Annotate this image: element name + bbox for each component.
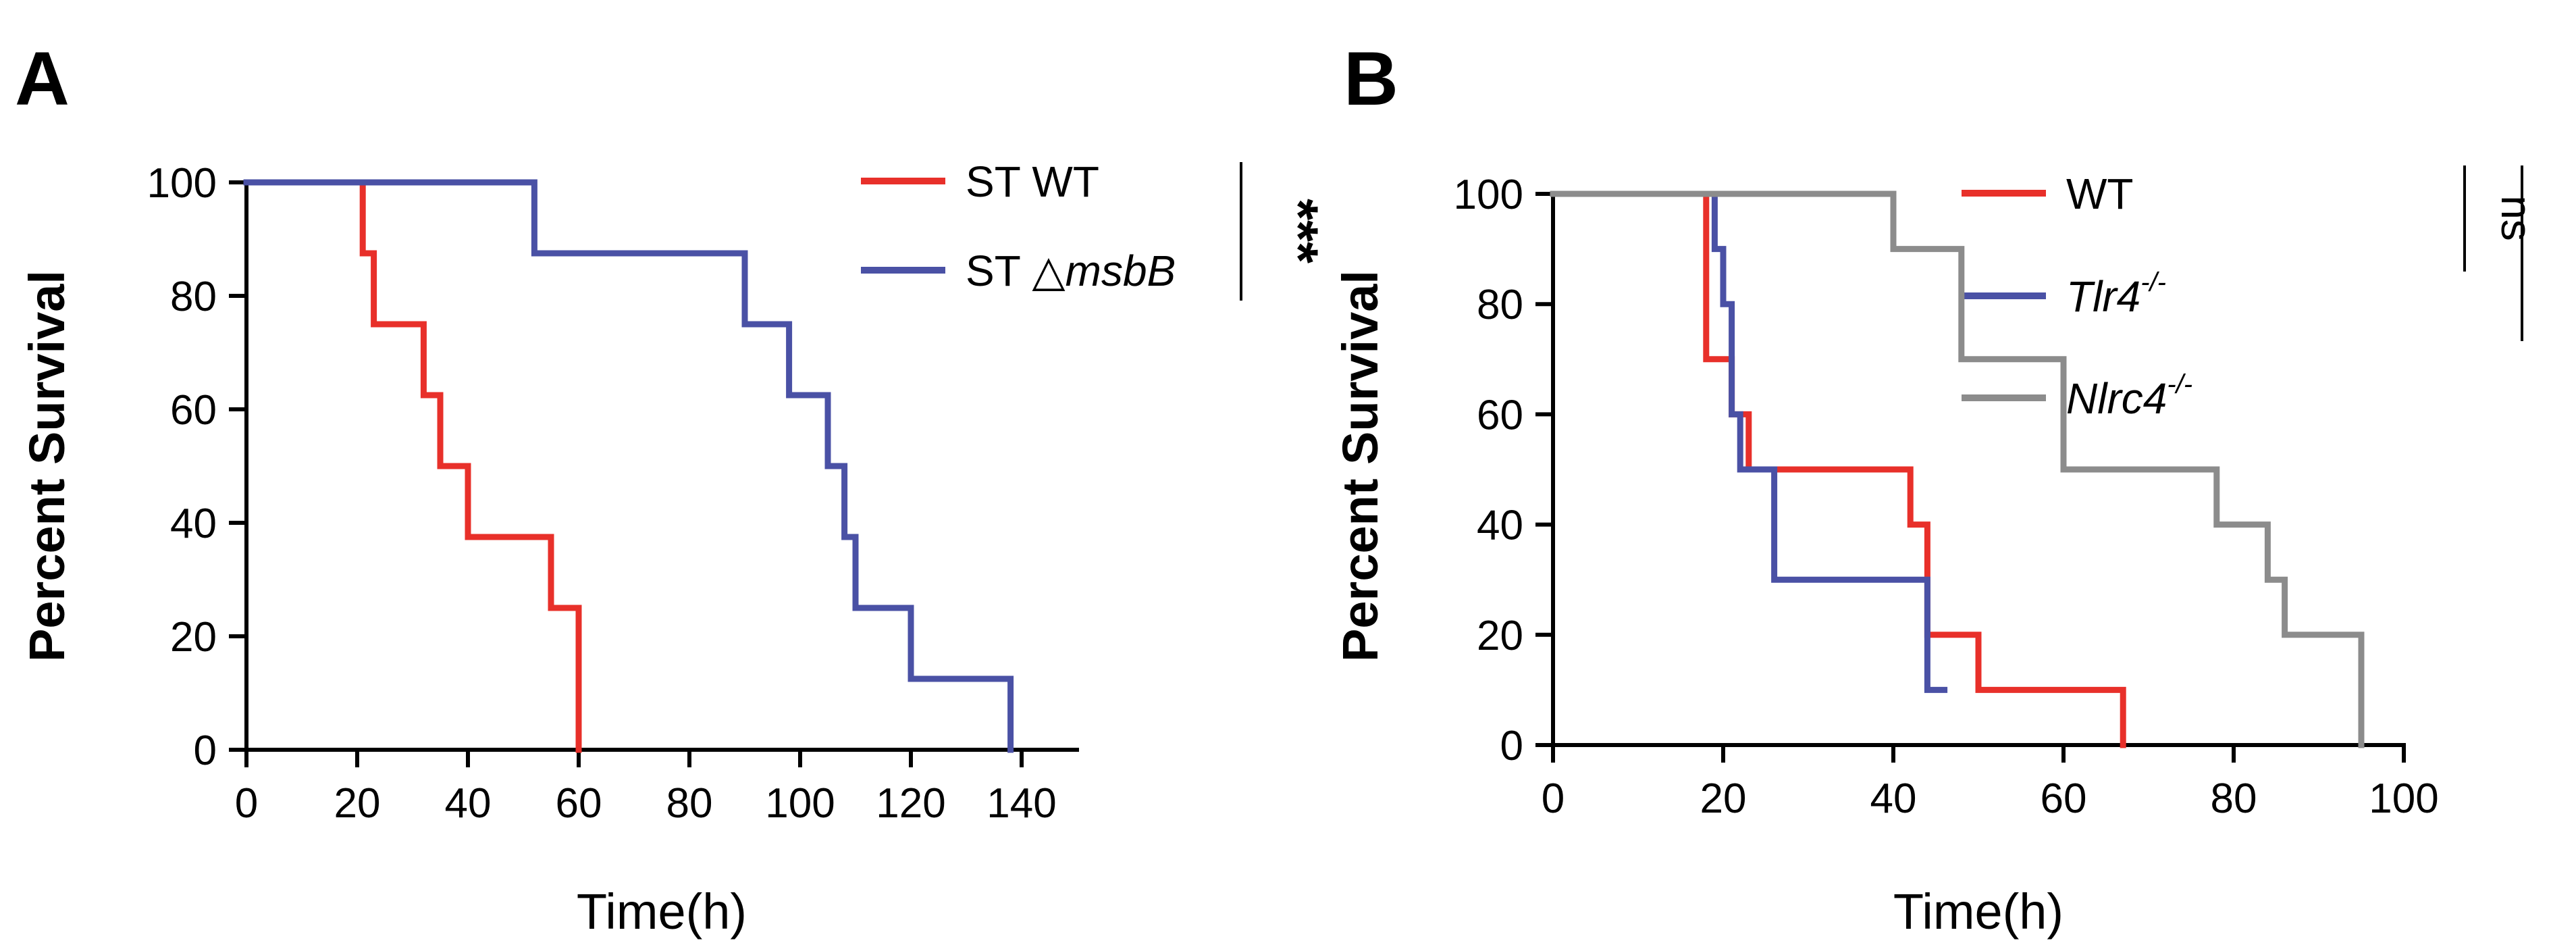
x-tick-label: 100 xyxy=(765,780,835,827)
legend-label: WT xyxy=(2066,170,2134,218)
legend-label: ST △msbB xyxy=(966,247,1176,295)
x-tick-label: 60 xyxy=(556,780,602,827)
x-tick-label: 0 xyxy=(1542,775,1565,822)
series-line-2 xyxy=(1550,190,1948,693)
legend-label-text: ST △ xyxy=(966,247,1066,295)
x-tick-label: 100 xyxy=(2369,775,2438,822)
x-tick-label: 120 xyxy=(876,780,945,827)
panel-b: B 0 20 40 60 80 100 0 20 40 60 80 100 Percent Surviva… xyxy=(1332,36,2576,940)
x-axis-title: Time(h) xyxy=(1893,884,2064,940)
significance-label: *** xyxy=(1267,199,1329,263)
x-tick-label: 60 xyxy=(2041,775,2087,822)
x-tick-label: 140 xyxy=(987,780,1056,827)
y-tick-label: 20 xyxy=(170,614,217,661)
y-tick-label: 60 xyxy=(170,387,217,434)
y-tick-label: 40 xyxy=(170,501,217,547)
y-tick-label: 100 xyxy=(147,160,217,207)
y-tick-label: 40 xyxy=(1477,503,1523,549)
x-axis-title: Time(h) xyxy=(577,884,747,940)
panel-label: A xyxy=(15,36,70,121)
x-tick-label: 0 xyxy=(235,780,258,827)
x-tick-label: 20 xyxy=(334,780,381,827)
series-line-1 xyxy=(243,179,582,753)
y-axis-title: Percent Survival xyxy=(19,270,75,662)
legend-label-italic: msbB xyxy=(1066,247,1176,295)
legend-label-text: WT xyxy=(2066,170,2134,218)
x-tick-label: 40 xyxy=(1870,775,1917,822)
y-tick-label: 80 xyxy=(1477,282,1523,328)
y-axis-title: Percent Survival xyxy=(1332,270,1388,662)
series-line-3 xyxy=(1550,190,2365,748)
y-tick-label: 100 xyxy=(1454,172,1523,218)
legend-label-italic: Tlr4 xyxy=(2066,272,2140,321)
y-tick-label: 80 xyxy=(170,274,217,320)
series-line-2 xyxy=(243,179,1014,753)
significance-label: ns xyxy=(2492,195,2541,241)
legend-label-superscript: -/- xyxy=(2167,369,2192,399)
legend-label-italic: Nlrc4 xyxy=(2066,374,2167,423)
panel-label: B xyxy=(1344,36,1398,121)
significance-label: ** xyxy=(2548,232,2576,275)
legend-label: Nlrc4-/- xyxy=(2066,369,2192,423)
series-line-1 xyxy=(1550,190,2126,748)
x-tick-label: 20 xyxy=(1700,775,1747,822)
panel-a: A 0 20 40 60 80 100 0 20 40 60 80 100 120 140 Percent S… xyxy=(15,36,1329,940)
y-tick-label: 60 xyxy=(1477,392,1523,438)
legend-label: ST WT xyxy=(966,157,1099,206)
y-tick-label: 20 xyxy=(1477,613,1523,659)
y-tick-label: 0 xyxy=(194,727,217,774)
x-tick-label: 40 xyxy=(445,780,492,827)
x-tick-label: 80 xyxy=(2211,775,2257,822)
legend-label-superscript: -/- xyxy=(2140,267,2166,297)
legend-label: Tlr4-/- xyxy=(2066,267,2166,321)
y-tick-label: 0 xyxy=(1500,723,1523,769)
legend-label-text: ST WT xyxy=(966,157,1099,206)
x-tick-label: 80 xyxy=(666,780,713,827)
